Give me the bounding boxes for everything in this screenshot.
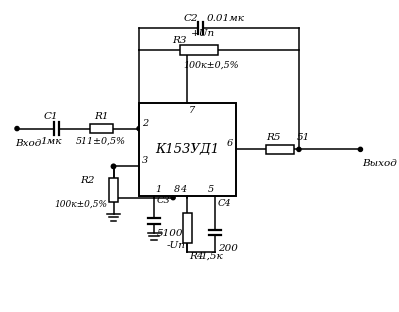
Circle shape xyxy=(111,164,116,168)
Text: 3: 3 xyxy=(142,156,148,165)
Bar xyxy=(183,213,192,243)
Text: R3: R3 xyxy=(172,36,187,45)
Text: 100к±0,5%: 100к±0,5% xyxy=(184,61,239,70)
Text: 7: 7 xyxy=(189,106,196,115)
Circle shape xyxy=(15,126,19,131)
Text: 0.01мк: 0.01мк xyxy=(206,14,244,22)
Text: 51: 51 xyxy=(297,133,310,142)
Circle shape xyxy=(358,147,363,151)
Text: +Uп: +Uп xyxy=(191,28,215,37)
Text: -Uп: -Uп xyxy=(166,241,186,250)
Text: 8: 8 xyxy=(174,185,180,194)
Text: К153УД1: К153УД1 xyxy=(155,143,219,156)
Text: R1: R1 xyxy=(94,112,109,121)
Text: 200: 200 xyxy=(217,244,237,253)
Text: 4: 4 xyxy=(180,185,186,194)
Text: 6: 6 xyxy=(227,139,233,149)
Circle shape xyxy=(171,196,175,200)
Text: C3: C3 xyxy=(157,196,171,205)
Bar xyxy=(139,103,235,196)
Text: C2: C2 xyxy=(184,14,198,22)
Text: Вход: Вход xyxy=(15,139,41,148)
Circle shape xyxy=(137,126,141,131)
Text: 100к±0,5%: 100к±0,5% xyxy=(54,199,107,208)
Text: 2: 2 xyxy=(142,119,148,128)
Bar xyxy=(180,45,217,55)
Circle shape xyxy=(185,48,190,52)
Text: 5: 5 xyxy=(207,185,214,194)
Text: C1: C1 xyxy=(44,112,58,121)
Bar xyxy=(109,178,118,202)
Text: 1,5к: 1,5к xyxy=(201,251,223,261)
Circle shape xyxy=(111,196,116,200)
Text: 5100: 5100 xyxy=(157,229,184,238)
Text: R4: R4 xyxy=(189,251,204,261)
Text: C4: C4 xyxy=(217,198,231,207)
Text: R2: R2 xyxy=(80,176,94,185)
Text: R5: R5 xyxy=(266,133,280,142)
Text: 1: 1 xyxy=(155,185,161,194)
Text: Выход: Выход xyxy=(362,159,397,168)
Text: 1мк: 1мк xyxy=(40,137,62,146)
Circle shape xyxy=(297,147,301,151)
Circle shape xyxy=(111,164,116,168)
Bar xyxy=(266,145,294,154)
Bar xyxy=(90,124,113,133)
Text: 511±0,5%: 511±0,5% xyxy=(76,137,126,146)
